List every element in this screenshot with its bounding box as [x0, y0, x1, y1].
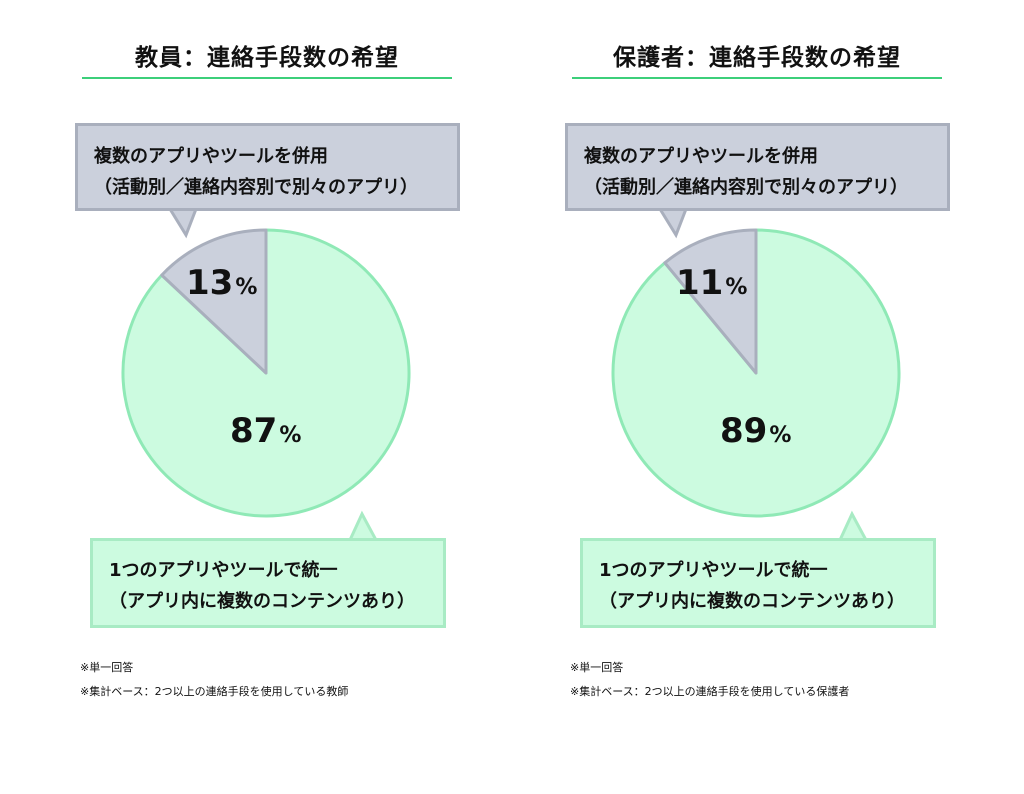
- callout-line-1: 複数のアプリやツールを併用: [94, 146, 328, 167]
- data-label-value: 13: [186, 263, 234, 303]
- data-label-multiple: 11%: [676, 266, 747, 300]
- footnote: ※集計ベース：2つ以上の連絡手段を使用している保護者: [570, 685, 850, 698]
- callout-line-1: 1つのアプリやツールで統一: [109, 560, 338, 581]
- data-label-value: 11: [676, 263, 724, 303]
- data-label-unit: %: [279, 423, 302, 448]
- footnotes: ※単一回答 ※集計ベース：2つ以上の連絡手段を使用している保護者: [570, 656, 849, 704]
- callout-single-app: 1つのアプリやツールで統一 （アプリ内に複数のコンテンツあり）: [580, 538, 936, 628]
- callout-multiple-apps: 複数のアプリやツールを併用 （活動別／連絡内容別で別々のアプリ）: [565, 123, 950, 211]
- data-label-multiple: 13%: [186, 266, 257, 300]
- callout-line-2: （活動別／連絡内容別で別々のアプリ）: [94, 177, 418, 198]
- pie-slice: [663, 228, 758, 375]
- callout-bottom-tail: [837, 510, 869, 542]
- teacher-chart-panel: 教員：連絡手段数の希望 複数のアプリやツールを併用 （活動別／連絡内容別で別々の…: [75, 45, 460, 704]
- title-underline: [82, 77, 452, 79]
- callout-top-tail: [167, 207, 199, 239]
- callout-line-1: 1つのアプリやツールで統一: [599, 560, 828, 581]
- callout-line-1: 複数のアプリやツールを併用: [584, 146, 818, 167]
- data-label-unit: %: [725, 275, 748, 300]
- callout-line-2: （活動別／連絡内容別で別々のアプリ）: [584, 177, 908, 198]
- title-underline: [572, 77, 942, 79]
- chart-title: 保護者：連絡手段数の希望: [613, 45, 901, 71]
- footnotes: ※単一回答 ※集計ベース：2つ以上の連絡手段を使用している教師: [80, 656, 348, 704]
- callout-line-2: （アプリ内に複数のコンテンツあり）: [599, 591, 905, 612]
- callout-single-app: 1つのアプリやツールで統一 （アプリ内に複数のコンテンツあり）: [90, 538, 446, 628]
- callout-top-tail: [657, 207, 689, 239]
- pie-slice: [160, 228, 268, 375]
- footnote: ※集計ベース：2つ以上の連絡手段を使用している教師: [80, 685, 349, 698]
- data-label-unit: %: [769, 423, 792, 448]
- callout-line-2: （アプリ内に複数のコンテンツあり）: [109, 591, 415, 612]
- pie-chart: [121, 207, 411, 542]
- data-label-value: 89: [720, 411, 768, 451]
- callout-multiple-apps: 複数のアプリやツールを併用 （活動別／連絡内容別で別々のアプリ）: [75, 123, 460, 211]
- pie-slice: [121, 228, 411, 518]
- data-label-value: 87: [230, 411, 278, 451]
- guardian-chart-panel: 保護者：連絡手段数の希望 複数のアプリやツールを併用 （活動別／連絡内容別で別々…: [490, 0, 1002, 794]
- callout-bottom-tail: [347, 510, 379, 542]
- footnote: ※単一回答: [570, 661, 624, 674]
- footnote: ※単一回答: [80, 661, 134, 674]
- data-label-unit: %: [235, 275, 258, 300]
- data-label-single: 87%: [230, 414, 301, 448]
- data-label-single: 89%: [720, 414, 791, 448]
- pie-chart: [611, 207, 901, 542]
- chart-title: 教員：連絡手段数の希望: [135, 45, 399, 71]
